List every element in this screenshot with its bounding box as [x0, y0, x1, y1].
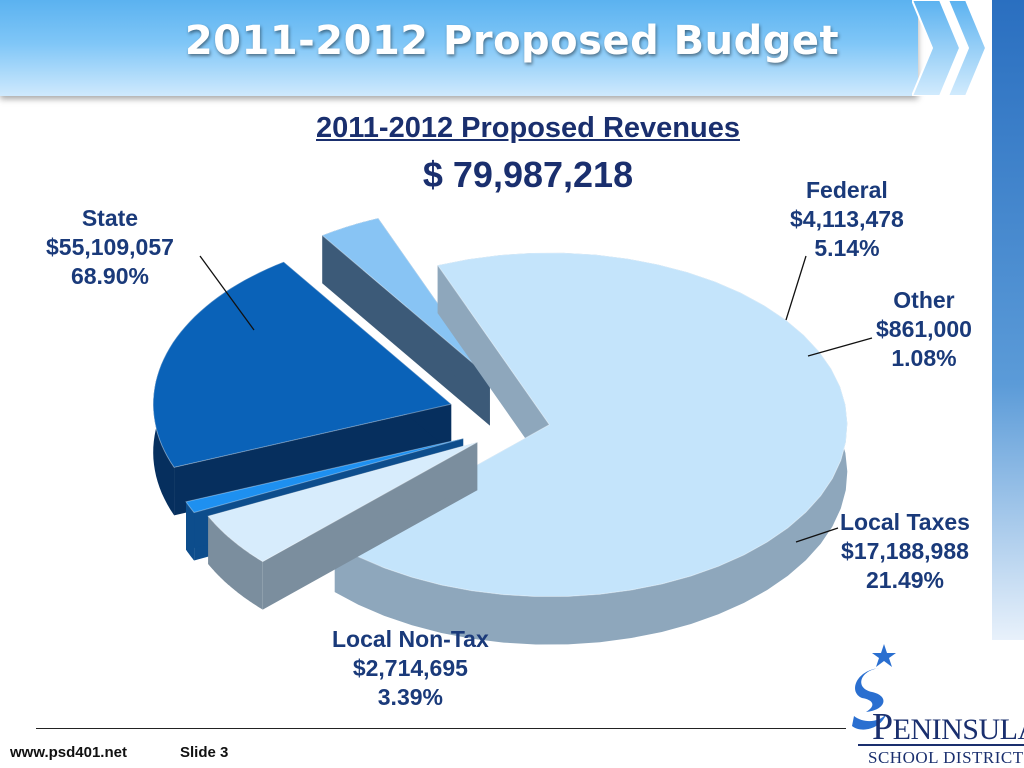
footer-divider	[36, 728, 846, 729]
pie-slice-wall	[186, 438, 464, 550]
logo-wordmark-initial: P	[872, 706, 893, 748]
slide-number: Slide 3	[180, 744, 229, 761]
pie-slice-rim	[186, 501, 195, 561]
pie-slice-wall	[194, 438, 464, 561]
pie-slice-local-taxes	[152, 261, 453, 516]
label-local-non-tax-name: Local Non-Tax	[332, 626, 489, 652]
pie-slice-wall	[322, 235, 490, 426]
pie-slice-top	[152, 261, 453, 468]
pie-slice-wall	[283, 261, 452, 453]
logo-rule	[858, 744, 1024, 746]
pie-slice-wall	[378, 218, 490, 426]
label-federal-name: Federal	[806, 177, 888, 203]
label-other-percent: 1.08%	[891, 345, 957, 371]
district-logo-icon	[852, 644, 896, 730]
pie-slice-local-non-tax	[321, 217, 491, 426]
pie-slice-rim	[208, 516, 263, 610]
label-local-taxes: Local Taxes $17,188,988 21.49%	[840, 508, 970, 595]
label-local-non-tax: Local Non-Tax $2,714,695 3.39%	[332, 625, 489, 712]
pie-slice-top	[321, 217, 491, 379]
logo-wordmark-rest: ENINSULA	[892, 713, 1024, 746]
label-local-non-tax-percent: 3.39%	[377, 684, 443, 710]
leader-line	[785, 255, 807, 321]
label-federal-percent: 5.14%	[814, 235, 880, 261]
logo-wordmark: PENINSULA	[872, 705, 1024, 749]
label-state-amount: $55,109,057	[46, 234, 174, 260]
pie-slice-rim	[334, 252, 848, 645]
label-state-percent: 68.90%	[70, 263, 149, 289]
label-other: Other $861,000 1.08%	[876, 286, 972, 373]
label-local-taxes-name: Local Taxes	[840, 509, 970, 535]
pie-slice-top	[333, 252, 848, 598]
pie-slice-top	[207, 441, 478, 563]
chart-total: $ 79,987,218	[422, 154, 634, 195]
pie-slice-rim	[153, 261, 284, 516]
pie-slice-top	[185, 438, 464, 514]
label-federal-amount: $4,113,478	[790, 206, 904, 232]
pie-slice-other	[185, 438, 464, 561]
label-local-taxes-amount: $17,188,988	[841, 538, 969, 564]
chart-title: 2011-2012 Proposed Revenues	[316, 112, 740, 144]
right-decor-stripe	[992, 0, 1024, 640]
leader-line	[199, 255, 255, 331]
label-other-name: Other	[893, 287, 955, 313]
label-other-amount: $861,000	[876, 316, 972, 342]
pie-slice-wall	[174, 404, 452, 516]
label-local-non-tax-amount: $2,714,695	[352, 655, 468, 681]
label-federal: Federal $4,113,478 5.14%	[790, 176, 904, 263]
pie-slice-wall	[262, 442, 478, 610]
label-local-taxes-percent: 21.49%	[865, 567, 944, 593]
label-state: State $55,109,057 68.90%	[46, 204, 174, 291]
label-state-name: State	[81, 205, 139, 231]
pie-slice-wall	[334, 424, 550, 593]
logo-subtitle: SCHOOL DISTRICT	[868, 748, 1024, 767]
footer-url-link[interactable]: www.psd401.net	[10, 744, 127, 761]
chevron-arrows-icon	[912, 0, 988, 96]
title-banner-background	[0, 0, 918, 96]
slide-title: 2011-2012 Proposed Budget	[184, 18, 840, 64]
pie-slice-wall	[208, 442, 478, 565]
pie-slice-wall	[437, 265, 550, 473]
pie-slice-federal	[207, 441, 478, 610]
pie-slice-state	[333, 252, 848, 645]
title-banner: 2011-2012 Proposed Budget	[0, 0, 1000, 96]
leader-line	[807, 337, 873, 357]
pie-slice-rim	[322, 218, 379, 284]
leader-line	[795, 527, 839, 543]
